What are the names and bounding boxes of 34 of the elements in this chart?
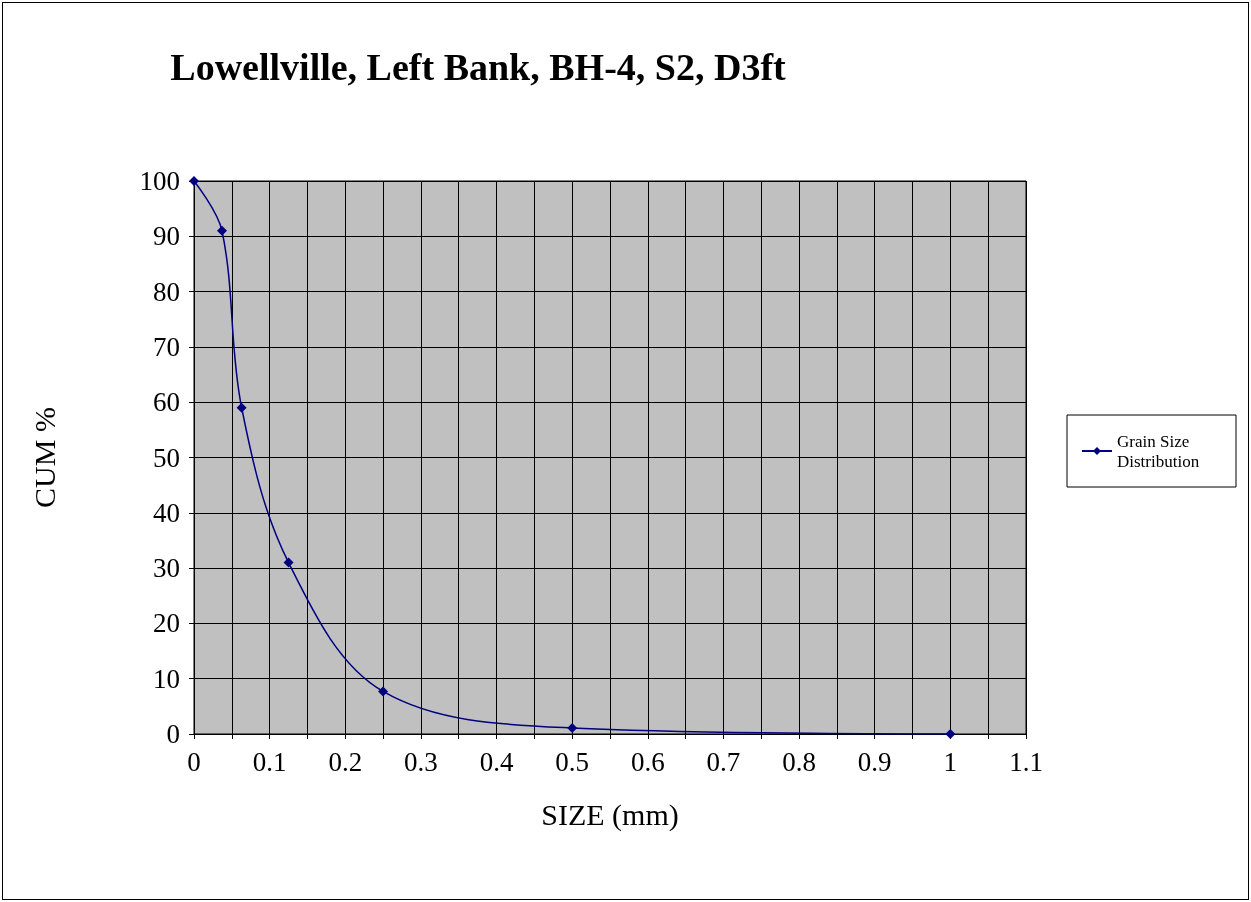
y-tick-label: 80 — [153, 276, 180, 307]
x-tick-label: 0.7 — [706, 746, 741, 777]
point — [189, 176, 199, 186]
y-tick-label: 10 — [153, 663, 180, 694]
point — [283, 557, 294, 568]
y-tick-label: 60 — [153, 387, 180, 418]
x-tick-label: 0.6 — [630, 746, 665, 777]
x-tick-label: 1.1 — [1009, 746, 1043, 777]
x-tick-label: 0.3 — [404, 746, 438, 777]
x-axis-title: SIZE (mm) — [541, 797, 679, 832]
point — [567, 722, 578, 733]
y-tick-label: 20 — [153, 608, 180, 639]
y-tick-label: 100 — [139, 166, 180, 196]
x-tick-label: 0.1 — [252, 746, 287, 777]
y-tick-label: 0 — [166, 719, 180, 749]
y-axis-title: CUM % — [27, 407, 61, 508]
point — [945, 729, 956, 739]
x-tick-label: 0.8 — [782, 746, 816, 777]
x-tick-label: 0.5 — [555, 746, 590, 777]
y-tick-label: 30 — [153, 553, 180, 584]
x-tick-label: 0.9 — [857, 746, 892, 777]
y-tick-label: 50 — [153, 442, 180, 473]
x-tick-label: 0.2 — [328, 746, 363, 777]
y-tick-label: 90 — [153, 221, 180, 252]
point — [236, 402, 247, 413]
point — [216, 225, 227, 236]
x-tick-label: 1 — [943, 746, 958, 777]
x-tick-label: 0.4 — [479, 746, 514, 777]
y-tick-label: 40 — [153, 497, 180, 528]
legend-label: Grain Size Distribution — [1117, 431, 1200, 471]
x-tick-label: 0 — [187, 746, 201, 777]
y-tick-label: 70 — [153, 331, 180, 362]
point — [378, 686, 389, 697]
chart-title: Lowellville, Left Bank, BH-4, S2, D3ft — [170, 46, 787, 88]
